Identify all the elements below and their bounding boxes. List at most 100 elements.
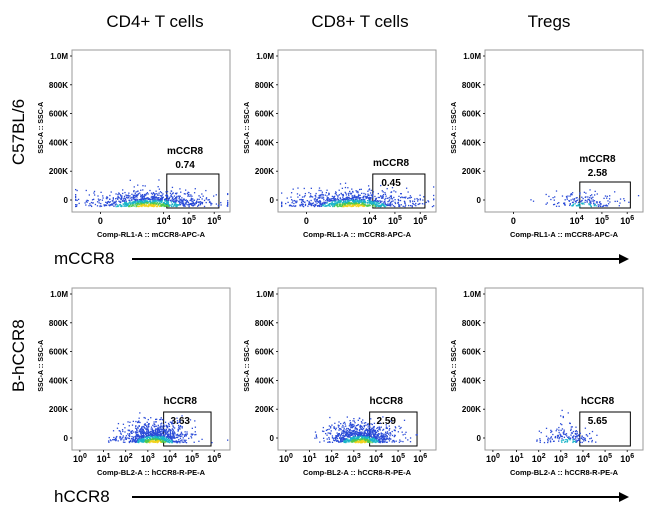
event-dot (198, 198, 200, 201)
event-dot (117, 440, 119, 442)
y-tick-label: 0 (270, 434, 275, 443)
event-dot (356, 437, 358, 440)
event-dot (149, 201, 152, 204)
event-dot (350, 433, 353, 436)
event-dot (372, 439, 374, 442)
event-dot (390, 420, 392, 422)
event-dot (142, 428, 144, 430)
column-title-tregs: Tregs (527, 12, 571, 31)
event-dot (163, 430, 166, 432)
event-dot (337, 426, 340, 428)
event-dot (345, 205, 347, 207)
event-dot (377, 430, 379, 433)
event-dot (172, 440, 175, 442)
event-dot (164, 425, 166, 427)
event-dot (294, 200, 297, 202)
event-dot (166, 198, 168, 201)
event-dot (171, 199, 173, 201)
event-dot (404, 433, 406, 435)
event-dot (566, 198, 568, 200)
event-dot (345, 440, 347, 443)
event-dot (329, 432, 331, 434)
event-dot (321, 203, 323, 205)
event-dot (356, 439, 358, 442)
event-dot (190, 433, 192, 435)
event-dot (561, 441, 563, 443)
event-dot (367, 426, 369, 428)
event-dot (96, 201, 99, 203)
event-dot (154, 436, 157, 438)
event-dot (379, 195, 382, 197)
event-dot (156, 428, 158, 430)
event-dot (368, 198, 370, 200)
event-dot (136, 199, 138, 201)
event-dot (325, 202, 327, 204)
event-dot (139, 205, 141, 207)
event-dot (554, 196, 556, 198)
event-dot (153, 197, 156, 199)
event-dot (177, 428, 179, 430)
event-dot (374, 433, 377, 435)
event-dot (330, 204, 333, 206)
event-dot (227, 201, 229, 204)
event-dot (161, 437, 164, 439)
event-dot (300, 203, 302, 206)
mccr8-arrow-line (132, 258, 620, 260)
event-dot (363, 201, 365, 203)
event-dot (153, 423, 155, 425)
event-dot (150, 192, 153, 194)
event-dot (196, 198, 199, 200)
y-tick-label: 1.0M (463, 290, 481, 299)
event-dot (172, 436, 174, 438)
event-dot (343, 430, 345, 433)
event-dot (309, 196, 311, 198)
event-dot (177, 429, 180, 431)
event-dot (155, 436, 158, 439)
x-tick-label: 106 (620, 215, 634, 226)
event-dot (338, 424, 340, 427)
event-dot (170, 439, 173, 441)
event-dot (100, 205, 103, 207)
event-dot (359, 199, 362, 202)
event-dot (558, 429, 560, 431)
event-dot (183, 203, 185, 206)
event-dot (145, 433, 147, 436)
event-dot (341, 440, 344, 443)
event-dot (153, 195, 156, 197)
event-dot (351, 433, 354, 435)
event-dot (128, 199, 130, 201)
event-dot (115, 439, 117, 441)
event-dot (323, 202, 325, 204)
event-dot (147, 438, 150, 441)
event-dot (346, 432, 349, 435)
event-dot (115, 205, 117, 208)
event-dot (354, 430, 357, 433)
event-dot (311, 196, 314, 198)
event-dot (360, 441, 362, 444)
event-dot (361, 204, 364, 207)
event-dot (352, 420, 354, 422)
event-dot (132, 438, 134, 440)
event-dot (566, 435, 568, 437)
event-dot (562, 415, 564, 418)
event-dot (133, 202, 135, 204)
event-dot (386, 188, 388, 190)
event-dot (370, 194, 372, 196)
event-dot (572, 441, 574, 444)
event-dot (370, 433, 373, 435)
event-dot (568, 200, 571, 202)
event-dot (131, 196, 133, 199)
event-dot (592, 196, 594, 198)
event-dot (368, 196, 370, 199)
event-dot (299, 194, 301, 196)
event-dot (119, 205, 122, 207)
gate-box (369, 411, 418, 447)
event-dot (183, 435, 186, 438)
event-dot (578, 434, 580, 436)
event-dot (208, 199, 210, 201)
event-dot (574, 430, 577, 433)
event-dot (590, 205, 592, 208)
event-dot (392, 205, 395, 207)
event-dot (415, 205, 417, 207)
event-dot (134, 192, 136, 194)
